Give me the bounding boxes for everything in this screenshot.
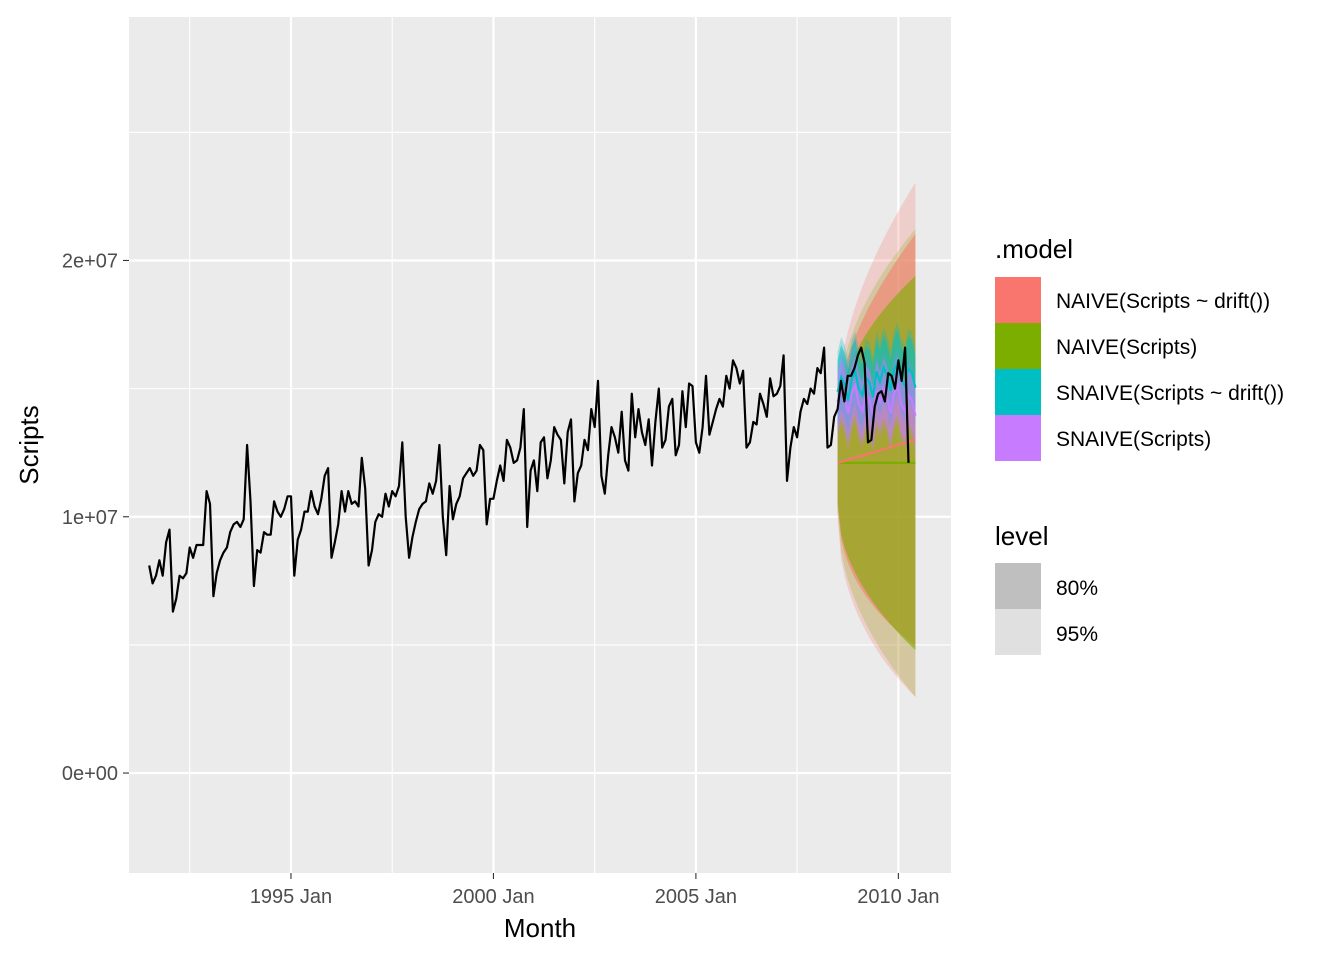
legend-label-snaive: SNAIVE(Scripts) [1056, 428, 1211, 451]
x-tick-label: 2010 Jan [857, 886, 939, 908]
y-tick-label: 2e+07 [62, 250, 118, 272]
x-axis-title: Month [504, 913, 576, 943]
legend-key-naive [995, 323, 1041, 369]
legend-model: .model NAIVE(Scripts ~ drift()) NAIVE(Sc… [995, 234, 1284, 461]
forecast-lines [836, 358, 917, 464]
legend-label-naive-drift: NAIVE(Scripts ~ drift()) [1056, 290, 1270, 313]
legend-key-naive-drift [995, 277, 1041, 323]
legend-item-naive-drift: NAIVE(Scripts ~ drift()) [995, 277, 1270, 323]
x-tick-label: 2000 Jan [452, 886, 534, 908]
legend-level-title: level [995, 521, 1048, 551]
legend-label-snaive-drift: SNAIVE(Scripts ~ drift()) [1056, 382, 1284, 405]
legend-label-naive: NAIVE(Scripts) [1056, 336, 1197, 359]
legend-item-80: 80% [995, 563, 1098, 609]
y-axis: 0e+00 1e+07 2e+07 [62, 250, 129, 785]
history-line [148, 346, 910, 613]
legend-key-snaive [995, 415, 1041, 461]
legend-item-naive: NAIVE(Scripts) [995, 323, 1197, 369]
x-tick-label: 1995 Jan [250, 886, 332, 908]
y-tick-label: 1e+07 [62, 507, 118, 529]
legend-key-95 [995, 609, 1041, 655]
line-snaive [836, 382, 917, 417]
x-tick-label: 2005 Jan [655, 886, 737, 908]
legend-key-snaive-drift [995, 369, 1041, 415]
legend-item-snaive: SNAIVE(Scripts) [995, 415, 1211, 461]
legend-item-snaive-drift: SNAIVE(Scripts ~ drift()) [995, 369, 1284, 415]
x-axis: 1995 Jan 2000 Jan 2005 Jan 2010 Jan [250, 873, 940, 908]
legend-item-95: 95% [995, 609, 1098, 655]
legend-level: level 80% 95% [995, 521, 1098, 655]
forecast-intervals [837, 182, 916, 698]
y-axis-title: Scripts [14, 405, 44, 484]
y-tick-label: 0e+00 [62, 763, 118, 785]
legend-label-80: 80% [1056, 577, 1098, 600]
legend-key-80 [995, 563, 1041, 609]
legend-model-title: .model [995, 234, 1073, 264]
legend-label-95: 95% [1056, 623, 1098, 646]
line-naive-drift [837, 438, 916, 464]
